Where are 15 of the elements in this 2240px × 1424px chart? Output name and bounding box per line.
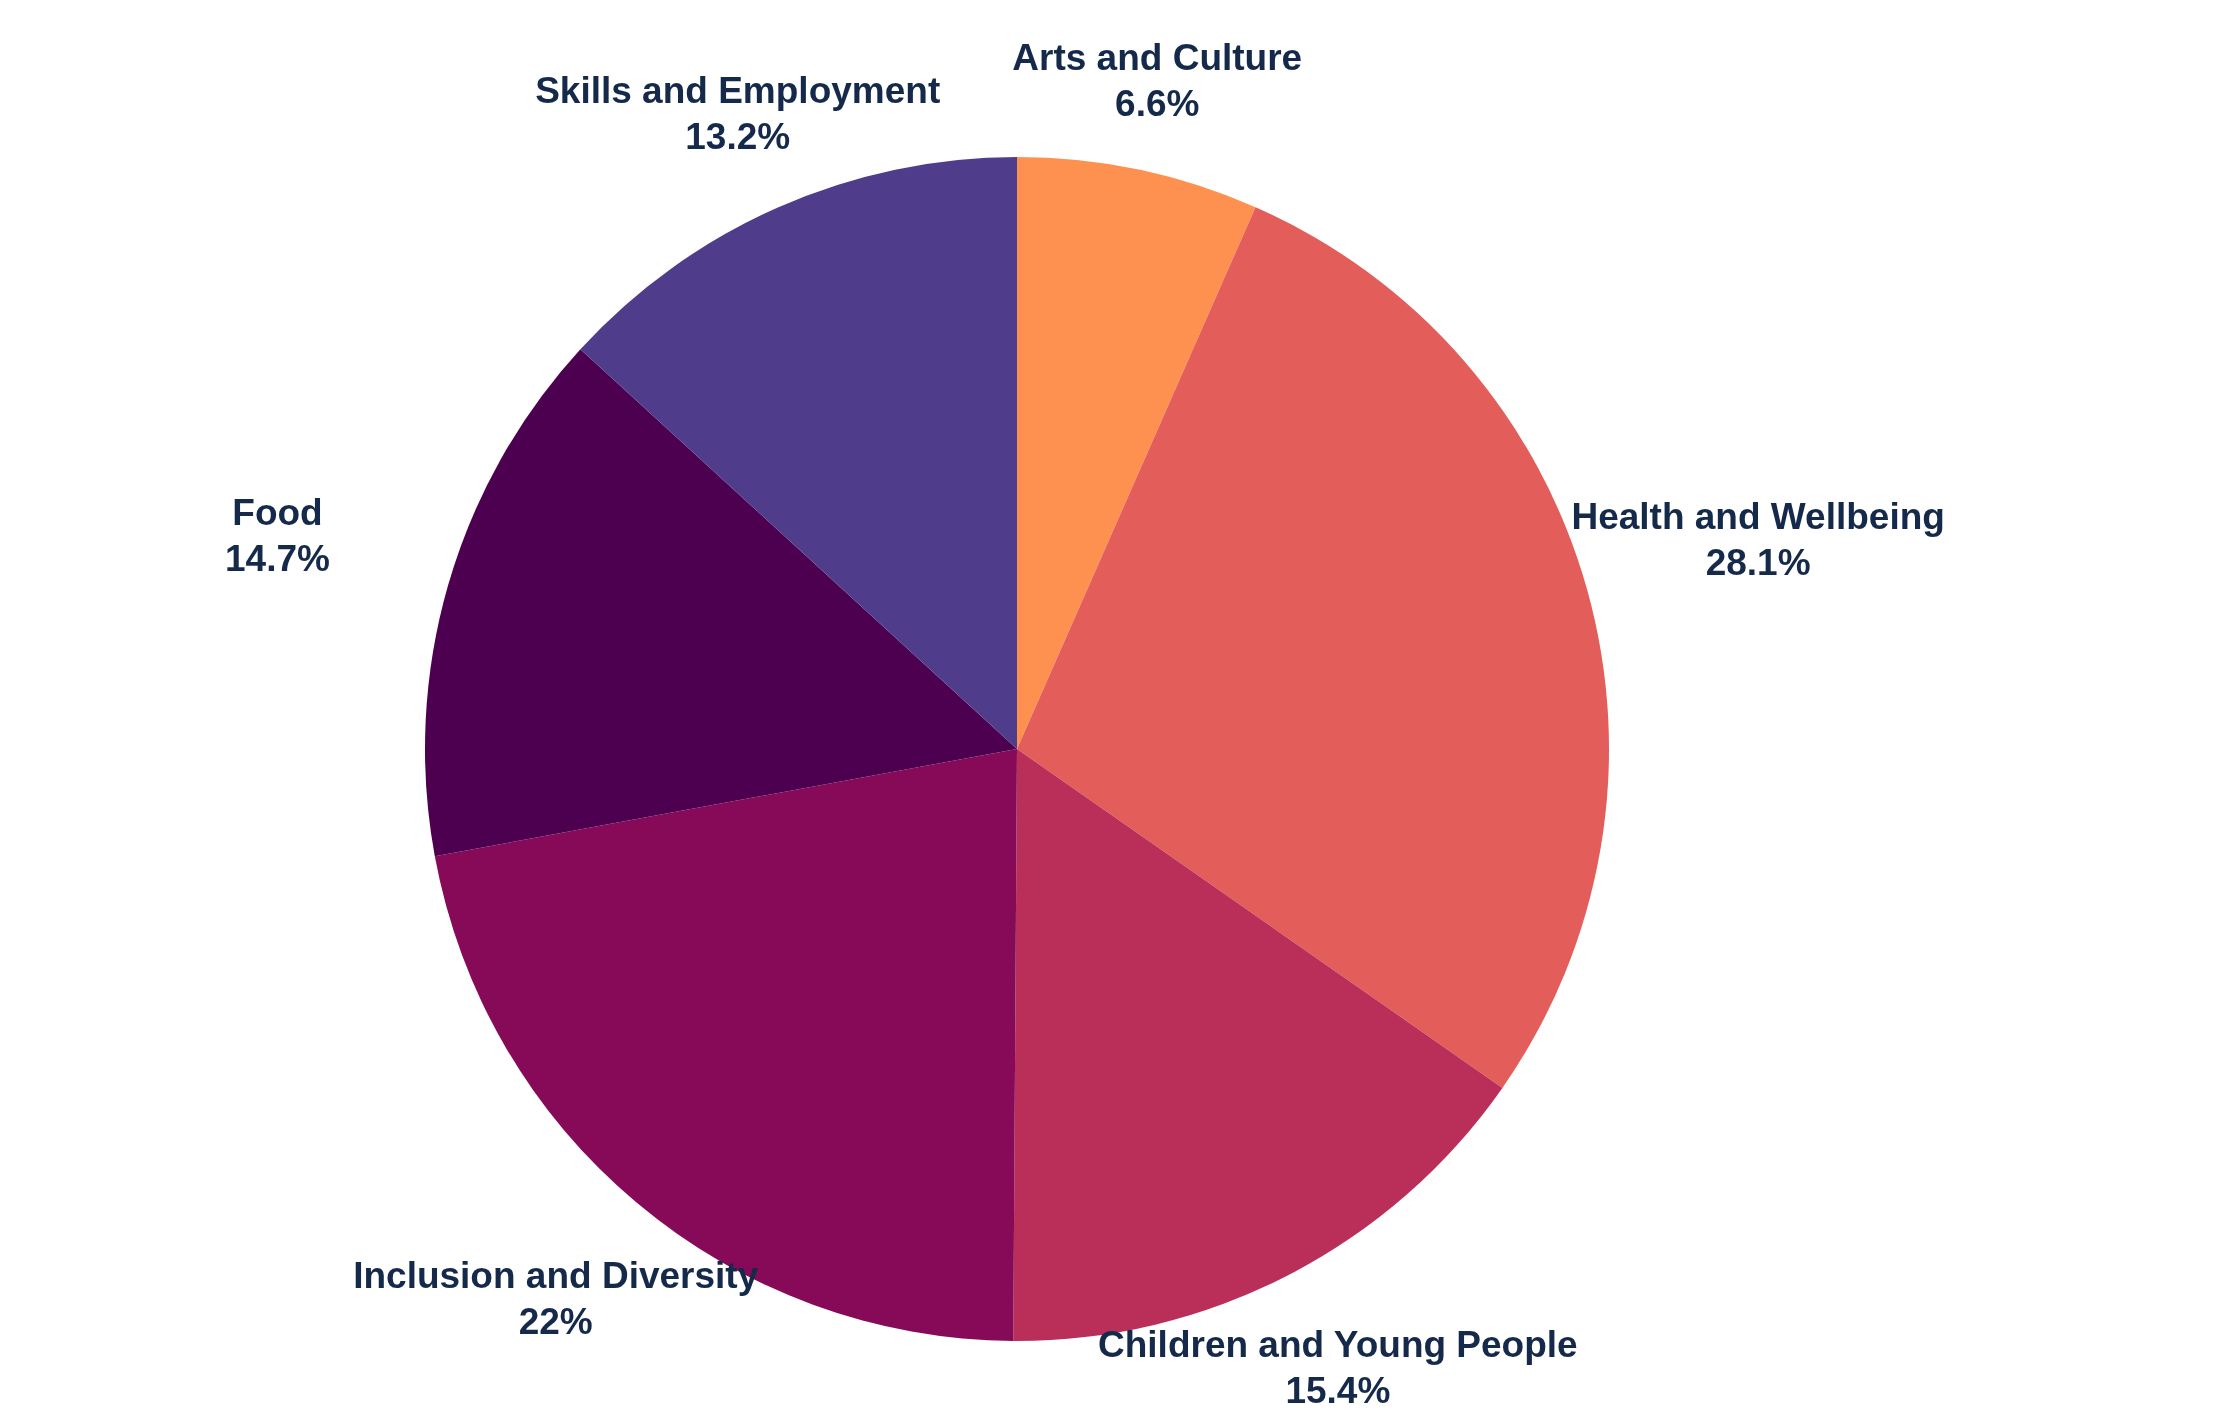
pie-slice <box>1017 157 1256 749</box>
slice-label: Children and Young People <box>1098 1324 1578 1366</box>
slice-label: Food <box>232 491 323 533</box>
data-label: 14.7% <box>225 537 330 579</box>
slice-label: Skills and Employment <box>535 69 941 111</box>
data-label: 13.2% <box>685 115 791 157</box>
slice-label: Inclusion and Diversity <box>353 1254 759 1296</box>
pie-slice <box>580 157 1017 749</box>
data-label: 22% <box>518 1300 593 1342</box>
data-label: 15.4% <box>1285 1370 1391 1412</box>
data-label: 28.1% <box>1705 542 1811 584</box>
data-label: 6.6% <box>1115 83 1200 125</box>
pie-slice <box>425 349 1017 857</box>
slice-label: Arts and Culture <box>1012 37 1303 79</box>
slice-label: Health and Wellbeing <box>1571 496 1945 538</box>
